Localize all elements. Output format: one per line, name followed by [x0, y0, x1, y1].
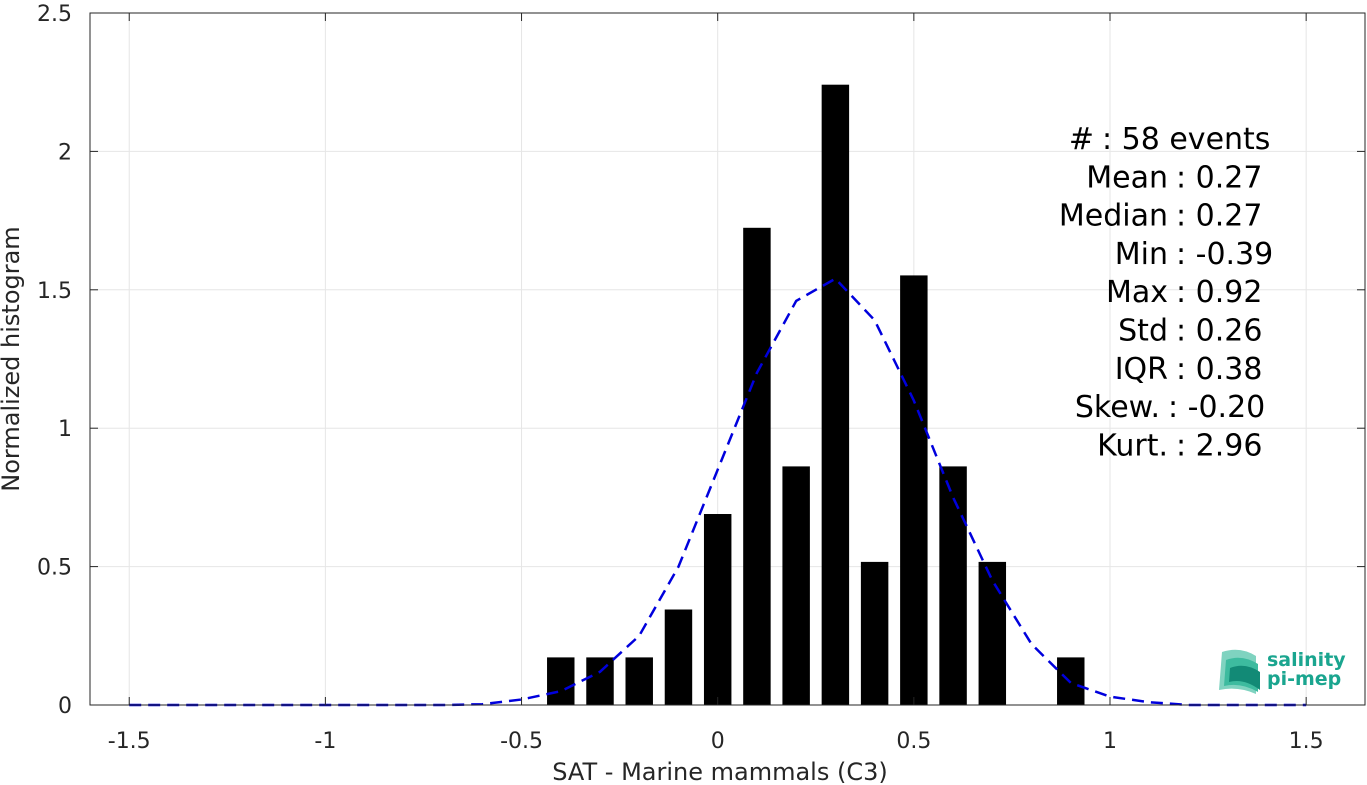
stat-name: #: [1069, 122, 1094, 157]
y-tick-label: 1: [58, 417, 72, 442]
stat-value: : 0.92: [1176, 275, 1262, 310]
plot-frame: [89, 12, 1366, 706]
x-tick-label: 1: [1103, 729, 1117, 754]
stat-name: Kurt.: [1097, 428, 1168, 463]
stat-name: Mean: [1086, 160, 1168, 195]
stat-value: : 0.26: [1176, 314, 1262, 349]
stat-name: IQR: [1115, 352, 1168, 387]
histogram-bar: [821, 84, 850, 705]
stat-name: Median: [1059, 199, 1168, 234]
waves-icon: [1219, 649, 1260, 694]
y-tick-label: 0.5: [37, 556, 72, 581]
stat-name: Max: [1106, 275, 1168, 310]
stat-name: Skew.: [1075, 390, 1160, 425]
histogram-bar: [625, 657, 653, 705]
stat-value: : 0.38: [1176, 352, 1262, 387]
histogram-bar: [860, 561, 889, 705]
histogram-bar: [664, 609, 693, 705]
x-tick-label: -1: [314, 729, 336, 754]
x-tick-label: 0.5: [896, 729, 931, 754]
histogram-bar: [939, 466, 967, 705]
y-axis-label: Normalized histogram: [0, 226, 25, 491]
stat-name: Std: [1118, 314, 1168, 349]
x-axis-label: SAT - Marine mammals (C3): [552, 758, 887, 785]
histogram-bar: [743, 227, 771, 705]
histogram-bar: [978, 561, 1007, 705]
y-tick-label: 0: [58, 694, 72, 719]
stat-value: : 0.27: [1176, 160, 1262, 195]
histogram-bar: [782, 466, 810, 705]
y-tick-label: 2: [58, 140, 72, 165]
histogram-bar: [900, 275, 928, 705]
stat-name: Min: [1115, 237, 1168, 272]
salinity-pi-mep-logo: salinity pi-mep: [1219, 649, 1346, 694]
y-tick-label: 1.5: [37, 279, 72, 304]
histogram-bar: [586, 657, 614, 705]
stat-value: : 0.27: [1176, 199, 1262, 234]
bars-group: [547, 84, 1085, 705]
histogram-bar: [703, 514, 732, 705]
stat-value: : -0.20: [1168, 390, 1265, 425]
stat-value: : -0.39: [1176, 237, 1273, 272]
stat-value: : 58 events: [1102, 122, 1270, 157]
histogram-bar: [547, 657, 575, 705]
x-tick-label: 0: [711, 729, 725, 754]
axis-ticks: -1.5 -1 -0.5 0 0.5 1 1.5 0 0.5 1 1.5 2 2.5: [37, 2, 1365, 754]
y-tick-label: 2.5: [37, 2, 72, 27]
stat-value: : 2.96: [1176, 428, 1262, 463]
x-tick-label: -0.5: [500, 729, 543, 754]
logo-line2: pi-mep: [1267, 668, 1341, 690]
x-tick-label: 1.5: [1289, 729, 1324, 754]
logo-line1: salinity: [1267, 649, 1346, 671]
x-tick-label: -1.5: [108, 729, 151, 754]
